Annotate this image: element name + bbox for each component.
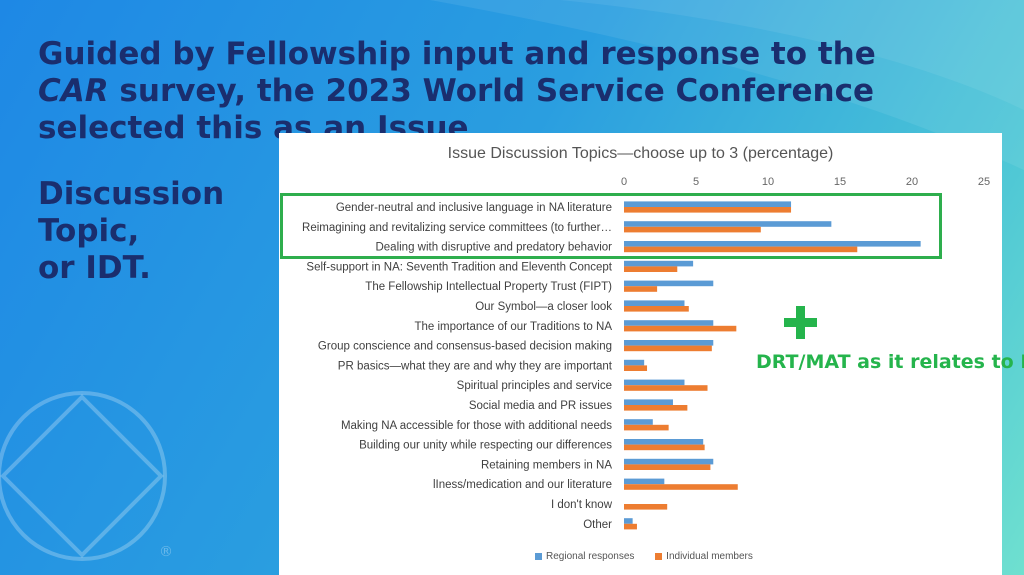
bar-regional	[624, 518, 633, 524]
bar-regional	[624, 379, 685, 386]
category-label: Making NA accessible for those with addi…	[341, 420, 612, 432]
category-label: Retaining members in NA	[481, 459, 612, 471]
bar-individual	[624, 523, 637, 530]
category-label: Group conscience and consensus-based dec…	[318, 341, 612, 353]
bar-regional	[624, 280, 714, 287]
bar-individual	[624, 405, 688, 411]
category-label: Social media and PR issues	[469, 400, 612, 412]
bar-individual	[624, 504, 668, 510]
bar-regional	[624, 419, 653, 425]
bar-regional	[624, 201, 792, 207]
category-label: Other	[583, 519, 612, 531]
bar-individual	[624, 345, 712, 352]
x-tick-label: 20	[906, 176, 918, 188]
plus-icon	[784, 306, 817, 339]
callout-text: DRT/MAT as it relates to NA	[756, 351, 1024, 373]
heading-side-line-1: Discussion	[38, 176, 225, 212]
x-tick-label: 15	[834, 176, 846, 188]
heading-continuation: Discussion Topic, or IDT.	[38, 176, 224, 287]
legend-label-regional: Regional responses	[546, 551, 635, 562]
legend-label-individual: Individual members	[666, 551, 753, 562]
bar-regional	[624, 458, 714, 465]
bar-regional	[624, 359, 645, 366]
bar-chart: 0 5 10 15 20 25 Gender-neutral and inclusive l…	[302, 176, 990, 531]
bar-regional	[624, 399, 673, 405]
bar-individual	[624, 207, 792, 213]
heading-line-1: Guided by Fellowship input and response …	[38, 36, 876, 72]
bar-individual	[624, 226, 761, 233]
bar-individual	[624, 385, 708, 391]
heading-side-line-2: Topic,	[38, 213, 140, 249]
category-label: PR basics—what they are and why they are…	[338, 360, 613, 372]
category-label: Our Symbol—a closer look	[475, 301, 612, 313]
highlight-box	[280, 193, 942, 259]
bar-individual	[624, 286, 658, 292]
heading-line-2: survey, the 2023 World Service Conferenc…	[108, 73, 874, 109]
bar-individual	[624, 325, 737, 332]
x-tick-label: 0	[621, 176, 627, 188]
bar-regional	[624, 320, 714, 326]
legend-item-regional: Regional responses	[535, 551, 634, 562]
category-label: Gender-neutral and inclusive language in…	[336, 202, 612, 214]
category-label: Reimagining and revitalizing service com…	[302, 222, 612, 234]
bar-individual	[624, 424, 669, 431]
category-label: The importance of our Traditions to NA	[414, 321, 612, 333]
bar-regional	[624, 241, 921, 247]
legend-swatch-regional	[535, 552, 542, 560]
bar-individual	[624, 365, 648, 371]
chart-title: Issue Discussion Topics—choose up to 3 (…	[447, 145, 834, 162]
bar-individual	[624, 464, 711, 470]
bar-regional	[624, 221, 832, 227]
bar-individual	[624, 246, 858, 253]
na-diamond-circle-logo: ®	[0, 391, 173, 561]
bar-regional	[624, 439, 704, 445]
chart-legend: Regional responses Individual members	[535, 551, 771, 562]
category-label: Building our unity while respecting our …	[359, 440, 612, 452]
legend-item-individual: Individual members	[655, 551, 753, 562]
heading-side-line-3: or IDT.	[38, 250, 151, 286]
chart-card: 0 5 10 15 20 25 Gender-neutral and inclusive l…	[279, 133, 1024, 575]
category-label: Spiritual principles and service	[457, 380, 612, 392]
category-label: I don't know	[551, 499, 613, 511]
category-label: Self-support in NA: Seventh Tradition an…	[306, 261, 612, 273]
bar-individual	[624, 484, 738, 490]
category-label: lIness/medication and our literature	[433, 479, 612, 491]
heading-car: CAR	[38, 73, 109, 109]
category-label: The Fellowship Intellectual Property Tru…	[365, 281, 612, 293]
bar-individual	[624, 444, 705, 451]
registered-mark: ®	[159, 544, 173, 560]
bar-regional	[624, 478, 665, 485]
x-tick-label: 10	[762, 176, 774, 188]
bar-individual	[624, 266, 678, 272]
category-label: Dealing with disruptive and predatory be…	[375, 242, 612, 254]
slide-heading: Guided by Fellowship input and response …	[38, 36, 968, 147]
bar-regional	[624, 260, 694, 267]
bar-individual	[624, 306, 689, 312]
bar-regional	[624, 300, 685, 306]
x-tick-label: 5	[693, 176, 699, 188]
bar-regional	[624, 340, 714, 346]
x-tick-label: 25	[978, 176, 990, 188]
legend-swatch-individual	[655, 552, 663, 560]
